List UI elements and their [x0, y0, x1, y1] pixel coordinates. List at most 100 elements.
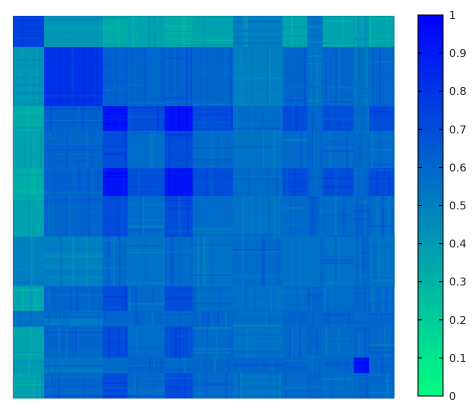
- heatmap-cell-texture: [307, 311, 323, 327]
- heatmap-cell-texture: [164, 373, 193, 398]
- heatmap-cell-texture: [322, 311, 354, 327]
- heatmap-cell-texture: [322, 16, 354, 48]
- heatmap-cell: [43, 47, 104, 107]
- colorbar-tick-label: 0.7: [449, 123, 467, 136]
- heatmap-cell-texture: [369, 106, 394, 125]
- heatmap-cell-texture: [127, 326, 165, 358]
- colorbar-tick-label: 1: [449, 9, 456, 22]
- heatmap-cell-texture: [322, 47, 354, 107]
- heatmap-cell: [307, 106, 324, 132]
- heatmap-cell-texture: [353, 168, 370, 197]
- heatmap-cell-texture: [164, 47, 193, 107]
- heatmap-cell-texture: [102, 357, 128, 374]
- heatmap-cell-texture: [164, 168, 193, 197]
- heatmap-cell-texture: [164, 130, 193, 169]
- heatmap-cell: [127, 106, 166, 132]
- heatmap-cell-texture: [164, 311, 193, 327]
- heatmap-cell-texture: [322, 196, 354, 237]
- heatmap-cell-texture: [43, 130, 103, 169]
- heatmap-cell-texture: [322, 106, 355, 131]
- heatmap-cell: [322, 357, 355, 374]
- heatmap-cell-texture: [353, 130, 370, 169]
- heatmap-cells: [13, 16, 395, 399]
- heatmap-cell-texture: [307, 373, 323, 398]
- heatmap-cell: [353, 130, 370, 169]
- heatmap-cell-texture: [232, 16, 283, 48]
- colorbar-tick-label: 0.4: [449, 238, 467, 251]
- heatmap-cell: [282, 130, 308, 169]
- heatmap-cell: [192, 16, 234, 48]
- heatmap-cell-texture: [282, 106, 308, 131]
- heatmap-cell-texture: [43, 16, 103, 48]
- heatmap-cell: [127, 286, 166, 312]
- heatmap-cell-texture: [127, 357, 165, 374]
- heatmap-cell: [232, 196, 283, 237]
- heatmap-cell-texture: [282, 168, 308, 197]
- heatmap-cell-texture: [369, 357, 394, 374]
- heatmap-cell-texture: [192, 311, 233, 327]
- heatmap-cell-texture: [13, 106, 44, 131]
- heatmap-cell: [282, 106, 308, 132]
- heatmap-cell-texture: [13, 357, 44, 374]
- heatmap-cell-texture: [43, 286, 103, 312]
- heatmap-cell-texture: [322, 236, 354, 287]
- heatmap-cell-texture: [353, 357, 370, 374]
- heatmap-cell-texture: [307, 286, 323, 312]
- heatmap-cell: [232, 106, 283, 132]
- heatmap-cell: [282, 373, 308, 399]
- heatmap-cell-texture: [192, 357, 233, 374]
- heatmap-cell-texture: [369, 236, 395, 287]
- heatmap-cell: [232, 286, 283, 312]
- heatmap-cell: [232, 168, 283, 197]
- heatmap-cell-texture: [307, 16, 323, 48]
- colorbar-tick-label: 0.5: [449, 200, 467, 213]
- colorbar-tick-label: 0.1: [449, 352, 467, 365]
- heatmap-cell-texture: [127, 311, 165, 327]
- heatmap-cell: [353, 236, 370, 287]
- heatmap-cell-texture: [282, 373, 308, 398]
- heatmap-cell-texture: [192, 130, 233, 169]
- heatmap-cell-texture: [353, 286, 370, 312]
- heatmap-cell-texture: [192, 16, 233, 48]
- heatmap-cell-texture: [13, 373, 44, 398]
- heatmap-cell-texture: [369, 16, 394, 48]
- heatmap-cell-texture: [43, 236, 103, 287]
- heatmap-cell-texture: [43, 357, 103, 374]
- heatmap-cell-texture: [43, 168, 103, 197]
- heatmap-cell: [102, 373, 129, 399]
- heatmap-cell: [232, 236, 283, 287]
- heatmap-cell-texture: [282, 47, 308, 107]
- heatmap-cell-texture: [164, 236, 193, 287]
- heatmap-cell: [13, 236, 45, 287]
- heatmap-cell-texture: [13, 311, 44, 327]
- heatmap-cell: [369, 168, 395, 197]
- heatmap-cell-texture: [353, 236, 371, 287]
- heatmap-cell: [322, 286, 355, 312]
- heatmap-cell-texture: [127, 373, 165, 398]
- heatmap-cell-texture: [232, 196, 283, 237]
- heatmap-cell-texture: [192, 236, 233, 287]
- colorbar-tick-label: 0.9: [449, 47, 467, 60]
- heatmap-cell: [164, 168, 194, 197]
- heatmap-cell-texture: [353, 373, 370, 398]
- heatmap-cell-texture: [43, 106, 103, 131]
- heatmap-cell: [127, 16, 166, 48]
- heatmap-cell-texture: [102, 16, 128, 48]
- heatmap-cell-texture: [322, 130, 354, 169]
- heatmap-cell: [192, 357, 234, 374]
- heatmap-cell-texture: [369, 47, 394, 107]
- heatmap-cell: [102, 311, 129, 328]
- heatmap-cell-texture: [369, 326, 394, 358]
- colorbar: [417, 14, 444, 397]
- heatmap-cell: [13, 16, 45, 48]
- heatmap-cell: [127, 168, 166, 197]
- heatmap-cell: [164, 236, 194, 287]
- heatmap-cell-texture: [369, 168, 394, 197]
- heatmap-cell-texture: [43, 196, 103, 237]
- heatmap-cell-texture: [353, 106, 370, 131]
- heatmap-cell: [307, 326, 324, 359]
- heatmap-cell: [192, 47, 234, 107]
- heatmap-cell-texture: [282, 236, 308, 287]
- heatmap-cell: [369, 16, 395, 48]
- heatmap-cell: [13, 168, 45, 197]
